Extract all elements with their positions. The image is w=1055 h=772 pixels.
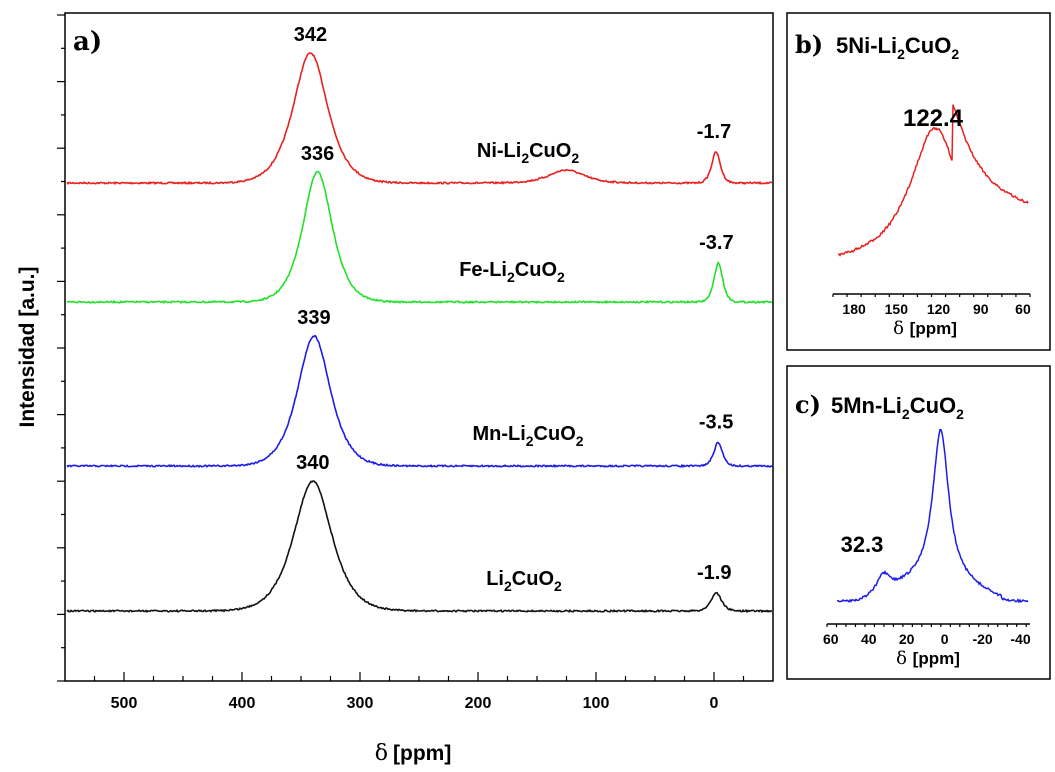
inset-series-line: [836, 428, 1029, 604]
x-tick-label: 300: [347, 695, 374, 712]
inset-series-line: [837, 104, 1029, 257]
inset-peak-label: 122.4: [903, 105, 964, 132]
panel-a: a) 342 -1.7 Ni-Li2CuO2 336 -3.7 Fe-Li2CuO2 339…: [16, 12, 774, 766]
panel-a-letter: a): [73, 27, 102, 57]
x-tick-label: 400: [229, 695, 256, 712]
peak-label: 339: [297, 307, 330, 329]
inset-x-tick-label: 120: [927, 301, 951, 317]
peak-label: -3.7: [699, 232, 733, 254]
inset-x-tick-label: 0: [941, 631, 949, 647]
panel-b: b) 5Ni-Li2CuO2 180 150 120 90 60 δ [ppm] 122.4: [786, 12, 1051, 351]
inset-x-axis-label: δ [ppm]: [893, 318, 957, 339]
series-name-label: Ni-Li2CuO2: [477, 140, 579, 166]
series-line-3: [66, 480, 773, 614]
panel-a-x-ticks: 500 400 300 200 100 0: [93, 672, 745, 712]
inset-x-tick-label: 150: [885, 301, 909, 317]
inset-x-tick-label: 60: [823, 631, 839, 647]
panel-c-plot: 60 40 20 0 -20 -40 δ [ppm] 32.3: [823, 428, 1031, 669]
peak-label: 342: [294, 24, 327, 46]
series-name-label: Li2CuO2: [486, 568, 562, 594]
panel-a-frame: [64, 12, 774, 682]
x-tick-label: 200: [465, 695, 492, 712]
inset-x-tick-label: -40: [1010, 631, 1030, 647]
x-axis-unit: [ppm]: [393, 742, 451, 765]
peak-label: -3.5: [699, 412, 733, 434]
panel-c: c) 5Mn-Li2CuO2 60 40 20 0 -20 -40 δ [ppm] 32.3: [786, 365, 1051, 680]
series-line-2: [66, 334, 773, 469]
series-name-label: Mn-Li2CuO2: [472, 423, 583, 449]
inset-x-tick-label: 40: [861, 631, 877, 647]
x-tick-label: 100: [583, 695, 610, 712]
x-axis-label: δ [ppm]: [375, 741, 452, 766]
series-line-0: [66, 52, 773, 186]
y-axis-label: Intensidad [a.u.]: [16, 266, 39, 427]
panel-b-title: 5Ni-Li2CuO2: [836, 33, 959, 62]
x-tick-label: 0: [710, 695, 719, 712]
panel-a-y-ticks: [57, 14, 65, 682]
series-line-1: [66, 170, 772, 305]
panel-c-letter: c): [795, 390, 821, 419]
peak-label: -1.7: [697, 121, 731, 143]
inset-peak-label: 32.3: [841, 532, 884, 557]
x-axis-delta: δ: [375, 741, 388, 766]
inset-x-tick-label: 20: [899, 631, 915, 647]
inset-x-tick-label: 90: [973, 301, 989, 317]
panel-b-letter: b): [795, 30, 823, 59]
panel-c-frame: [786, 365, 1051, 680]
panel-b-frame: [786, 12, 1051, 351]
inset-x-axis-label: δ [ppm]: [896, 648, 960, 669]
x-tick-label: 500: [111, 695, 138, 712]
inset-x-tick-label: 60: [1015, 301, 1031, 317]
panel-b-plot: 180 150 120 90 60 δ [ppm] 122.4: [832, 104, 1031, 339]
inset-x-tick-label: -20: [972, 631, 992, 647]
panel-c-title: 5Mn-Li2CuO2: [831, 393, 964, 422]
peak-label: 340: [296, 452, 329, 474]
peak-label: 336: [301, 143, 334, 165]
series-name-label: Fe-Li2CuO2: [459, 259, 565, 285]
inset-x-tick-label: 180: [842, 301, 866, 317]
peak-label: -1.9: [697, 562, 731, 584]
panel-a-series: 342 -1.7 Ni-Li2CuO2 336 -3.7 Fe-Li2CuO2 339 -3.…: [66, 24, 773, 614]
